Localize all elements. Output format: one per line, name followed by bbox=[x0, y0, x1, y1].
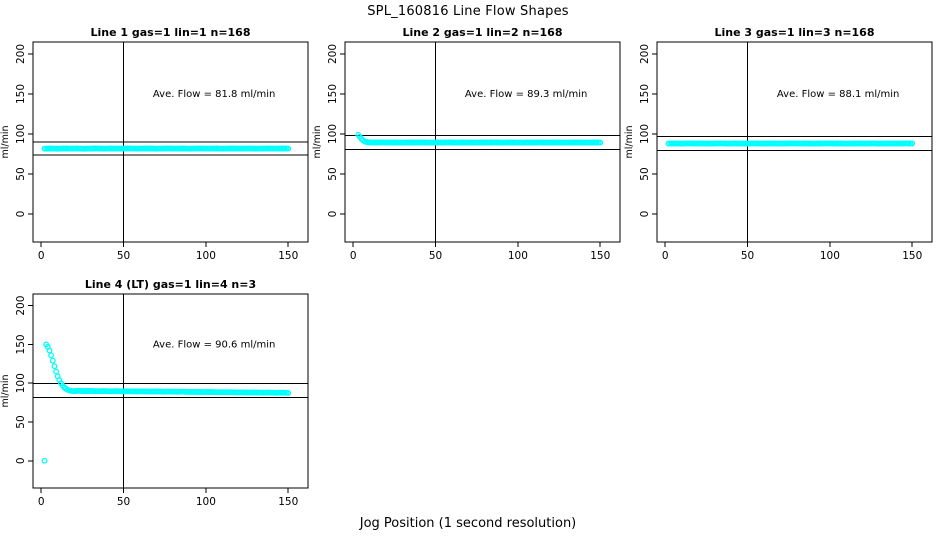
scatter-plot-line4: 0 50 100 150 0 50 100 150 200 ml/min Ave. Flow = 9… bbox=[0, 293, 309, 508]
y-tick-label: 0 bbox=[15, 211, 27, 218]
avg-flow-annotation: Ave. Flow = 89.3 ml/min bbox=[465, 89, 587, 100]
y-tick-label: 200 bbox=[15, 44, 27, 64]
x-tick-label: 150 bbox=[278, 250, 298, 262]
scatter-plot-line2: 0 50 100 150 0 50 100 150 200 ml/min Ave. Flow = 8… bbox=[312, 41, 621, 262]
y-axis-label: ml/min bbox=[312, 125, 323, 158]
x-tick-label: 0 bbox=[350, 250, 357, 262]
x-tick-label: 50 bbox=[741, 250, 754, 262]
data-point bbox=[51, 363, 58, 370]
y-tick-label: 200 bbox=[15, 296, 27, 316]
avg-flow-annotation: Ave. Flow = 90.6 ml/min bbox=[153, 339, 275, 350]
y-tick-label: 100 bbox=[15, 124, 27, 144]
subplot-title: Line 1 gas=1 lin=1 n=168 bbox=[90, 26, 251, 39]
x-tick-label: 100 bbox=[820, 250, 840, 262]
y-axis-label: ml/min bbox=[0, 374, 11, 407]
x-tick-label: 0 bbox=[38, 496, 45, 508]
y-tick-label: 200 bbox=[327, 44, 339, 64]
data-point bbox=[48, 352, 55, 359]
subplot-line3: Line 3 gas=1 lin=3 n=168 0 50 100 150 0 50 100… bbox=[624, 20, 936, 272]
y-tick-label: 100 bbox=[327, 124, 339, 144]
y-tick-label: 50 bbox=[15, 415, 27, 428]
plot-box bbox=[656, 41, 933, 243]
subplot-title: Line 2 gas=1 lin=2 n=168 bbox=[402, 26, 563, 39]
y-tick-label: 50 bbox=[15, 167, 27, 180]
data-points bbox=[355, 131, 604, 146]
y-tick-label: 0 bbox=[327, 211, 339, 218]
x-tick-label: 150 bbox=[590, 250, 610, 262]
x-tick-label: 0 bbox=[662, 250, 669, 262]
x-tick-label: 50 bbox=[429, 250, 442, 262]
data-point bbox=[597, 139, 604, 146]
x-tick-label: 50 bbox=[117, 250, 130, 262]
subplot-line1: Line 1 gas=1 lin=1 n=168 0 50 100 150 0 50 100… bbox=[0, 20, 312, 272]
plot-box bbox=[344, 41, 621, 243]
subplot-line4: Line 4 (LT) gas=1 lin=4 n=3 0 50 100 150 0 50… bbox=[0, 272, 312, 524]
y-tick-label: 150 bbox=[639, 84, 651, 104]
subplot-title: Line 3 gas=1 lin=3 n=168 bbox=[714, 26, 875, 39]
figure-main-title: SPL_160816 Line Flow Shapes bbox=[367, 4, 569, 19]
y-axis-label: ml/min bbox=[0, 125, 11, 158]
shared-x-axis-label: Jog Position (1 second resolution) bbox=[359, 516, 577, 531]
y-tick-label: 150 bbox=[15, 334, 27, 354]
y-tick-label: 50 bbox=[327, 167, 339, 180]
y-axis-label: ml/min bbox=[624, 125, 635, 158]
y-tick-label: 0 bbox=[15, 457, 27, 464]
y-tick-label: 100 bbox=[639, 124, 651, 144]
data-point bbox=[41, 457, 48, 464]
y-tick-label: 150 bbox=[327, 84, 339, 104]
x-tick-label: 100 bbox=[196, 496, 216, 508]
x-tick-label: 0 bbox=[38, 250, 45, 262]
data-points bbox=[41, 145, 292, 152]
plot-box bbox=[32, 293, 309, 489]
x-tick-label: 100 bbox=[196, 250, 216, 262]
data-point bbox=[909, 140, 916, 147]
x-tick-label: 100 bbox=[508, 250, 528, 262]
avg-flow-annotation: Ave. Flow = 88.1 ml/min bbox=[777, 89, 899, 100]
y-tick-label: 200 bbox=[639, 44, 651, 64]
x-tick-label: 150 bbox=[278, 496, 298, 508]
data-point bbox=[53, 368, 60, 375]
x-tick-label: 50 bbox=[117, 496, 130, 508]
x-tick-label: 150 bbox=[902, 250, 922, 262]
data-points bbox=[665, 140, 916, 147]
scatter-plot-line3: 0 50 100 150 0 50 100 150 200 ml/min Ave. Flow = 8… bbox=[624, 41, 933, 262]
subplot-line2: Line 2 gas=1 lin=2 n=168 0 50 100 150 0 50 100… bbox=[312, 20, 624, 272]
y-tick-label: 150 bbox=[15, 84, 27, 104]
data-point bbox=[285, 389, 292, 396]
avg-flow-annotation: Ave. Flow = 81.8 ml/min bbox=[153, 89, 275, 100]
data-points bbox=[41, 341, 292, 464]
y-tick-label: 50 bbox=[639, 167, 651, 180]
data-point bbox=[285, 145, 292, 152]
data-point bbox=[49, 357, 56, 364]
subplot-title: Line 4 (LT) gas=1 lin=4 n=3 bbox=[84, 278, 257, 291]
y-tick-label: 0 bbox=[639, 211, 651, 218]
scatter-plot-line1: 0 50 100 150 0 50 100 150 200 ml/min Ave. Flow = 8… bbox=[0, 41, 309, 262]
y-tick-label: 100 bbox=[15, 373, 27, 393]
